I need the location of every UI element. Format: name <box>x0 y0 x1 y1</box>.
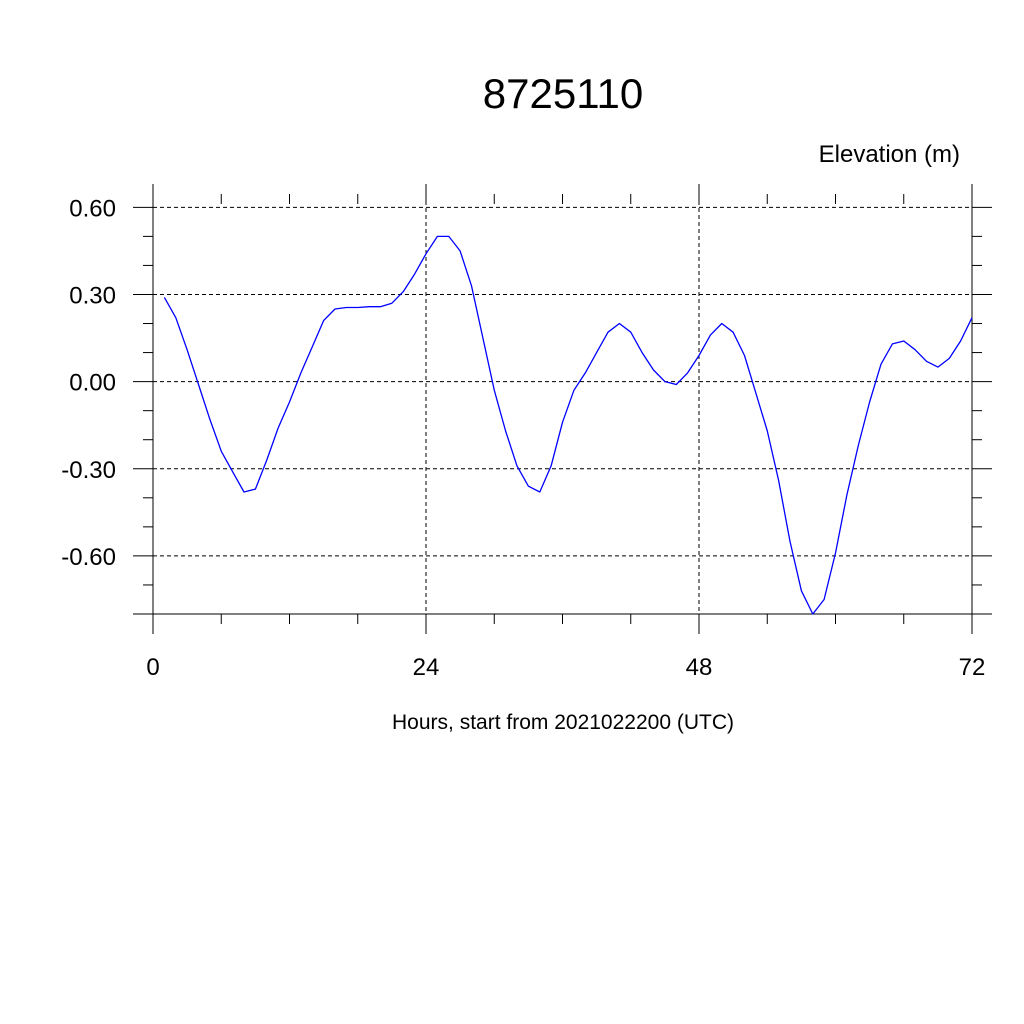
y-tick-label: -0.30 <box>61 457 116 484</box>
x-tick-label: 0 <box>146 654 159 681</box>
x-tick-label: 24 <box>413 654 440 681</box>
grid-lines <box>153 187 972 614</box>
axis-ticks <box>133 184 992 634</box>
chart-title: 8725110 <box>483 70 643 117</box>
y-tick-label: 0.00 <box>69 370 116 397</box>
plot-frame <box>133 184 992 634</box>
y-tick-label: 0.60 <box>69 195 116 222</box>
x-tick-label: 72 <box>959 654 986 681</box>
series-line <box>163 235 973 615</box>
y-tick-label: 0.30 <box>69 282 116 309</box>
y-axis-label: Elevation (m) <box>819 141 960 168</box>
tick-labels: 0.60 0.30 0.00 -0.30 -0.60 0 24 48 72 <box>61 195 985 681</box>
series-layer <box>163 235 973 615</box>
x-tick-label: 48 <box>686 654 713 681</box>
y-tick-label: -0.60 <box>61 544 116 571</box>
x-axis-label: Hours, start from 2021022200 (UTC) <box>392 711 734 734</box>
